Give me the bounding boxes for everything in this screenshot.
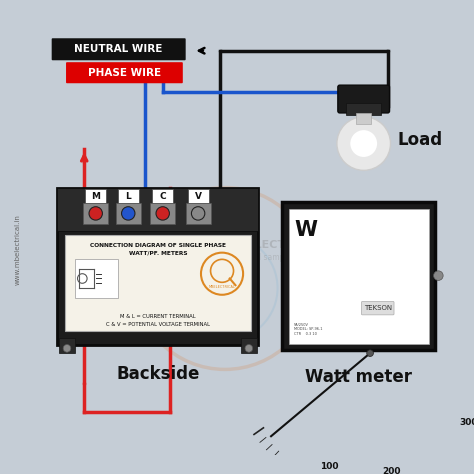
Text: M & L = CURRENT TERMINAL: M & L = CURRENT TERMINAL [120,314,196,319]
Text: WATT/PF. METERS: WATT/PF. METERS [128,251,187,256]
Circle shape [434,271,443,281]
FancyBboxPatch shape [362,301,394,315]
Circle shape [156,207,169,220]
Bar [150,203,175,224]
Bar [283,202,436,350]
Circle shape [241,281,247,286]
Text: ELECTRI: ELECTRI [247,240,298,250]
Bar [57,188,258,231]
Bar [188,190,209,203]
Text: TEKSON: TEKSON [364,305,392,311]
Text: 200: 200 [382,467,400,474]
FancyBboxPatch shape [52,38,186,60]
Circle shape [89,207,102,220]
Text: Load: Load [397,131,442,149]
Text: cal samples: cal samples [250,253,295,262]
Text: C & V = POTENTIAL VOLTAGE TERMINAL: C & V = POTENTIAL VOLTAGE TERMINAL [106,321,210,327]
Bar [346,103,381,115]
Text: 5A/250V
MODEL: SP-96-1
CTR    0.3 10: 5A/250V MODEL: SP-96-1 CTR 0.3 10 [294,323,322,336]
Text: Watt meter: Watt meter [305,367,412,385]
Bar [57,188,258,346]
Text: M: M [91,191,100,201]
Circle shape [203,261,209,267]
Circle shape [241,261,247,267]
Text: L: L [126,191,131,201]
Bar [85,190,106,203]
Bar [289,209,429,344]
Circle shape [222,261,228,267]
Bar [116,203,141,224]
Bar [59,338,74,353]
Circle shape [245,345,253,352]
Text: 300: 300 [460,418,474,427]
Text: 100: 100 [319,462,338,471]
Text: W: W [295,220,318,240]
Circle shape [350,130,377,157]
Circle shape [222,300,228,305]
Circle shape [63,345,71,352]
Circle shape [203,300,209,305]
Text: Backside: Backside [116,365,200,383]
Text: www.mbelectrical.in: www.mbelectrical.in [14,214,20,285]
Bar [65,236,251,331]
Circle shape [191,207,205,220]
Text: V: V [195,191,201,201]
Circle shape [121,207,135,220]
Bar [83,203,108,224]
Circle shape [241,300,247,305]
Text: MBELECTRICAL: MBELECTRICAL [209,285,236,289]
Text: NEUTRAL WIRE: NEUTRAL WIRE [74,44,163,54]
Text: CONNECTION DIAGRAM OF SINGLE PHASE: CONNECTION DIAGRAM OF SINGLE PHASE [90,243,226,248]
Bar [118,190,139,203]
Bar [241,338,256,353]
Bar [186,203,210,224]
Circle shape [203,281,209,286]
Text: C: C [159,191,166,201]
Bar [152,190,173,203]
Circle shape [367,350,374,356]
Bar [356,113,371,124]
FancyBboxPatch shape [338,85,390,113]
Text: PHASE WIRE: PHASE WIRE [88,68,161,78]
FancyBboxPatch shape [66,62,183,83]
Circle shape [337,117,391,170]
Circle shape [222,281,228,286]
Bar [74,259,118,298]
